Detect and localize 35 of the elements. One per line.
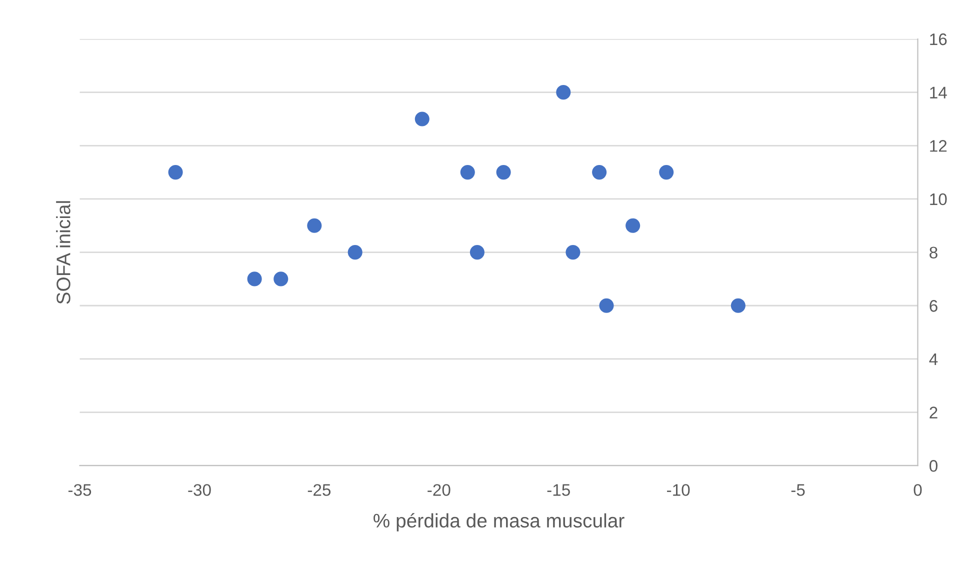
x-axis-title: % pérdida de masa muscular bbox=[374, 513, 624, 532]
point bbox=[460, 165, 475, 180]
y-tick-label: 10 bbox=[930, 193, 947, 206]
y-tick-label: 6 bbox=[930, 300, 938, 312]
x-tick-label: -20 bbox=[428, 484, 450, 496]
point bbox=[556, 85, 571, 100]
point bbox=[168, 165, 183, 180]
y-tick-label: 14 bbox=[930, 86, 947, 98]
x-tick-label: 0 bbox=[914, 484, 922, 496]
point bbox=[414, 112, 430, 126]
point bbox=[307, 218, 322, 233]
y-tick-label: 4 bbox=[929, 354, 938, 365]
y-tick-label: 8 bbox=[930, 246, 938, 258]
point bbox=[274, 272, 288, 286]
x-tick-label: -25 bbox=[308, 484, 331, 496]
x-tick-label: -30 bbox=[188, 484, 211, 496]
x-tick-label: -35 bbox=[68, 484, 92, 496]
x-tick-label: -10 bbox=[667, 484, 690, 496]
point bbox=[659, 165, 674, 180]
y-tick-label: 16 bbox=[930, 33, 947, 46]
point bbox=[496, 165, 511, 180]
x-tick-label: -15 bbox=[547, 484, 570, 496]
point bbox=[247, 272, 262, 286]
point bbox=[599, 298, 614, 313]
y-tick-label: 2 bbox=[930, 406, 938, 418]
y-tick-label: 0 bbox=[930, 460, 938, 472]
point bbox=[626, 218, 640, 233]
y-axis-title: SOFA inicial bbox=[56, 201, 70, 304]
point bbox=[348, 245, 362, 260]
point bbox=[566, 245, 580, 260]
x-tick-label: -5 bbox=[791, 484, 805, 496]
y-tick-label: 12 bbox=[930, 140, 947, 152]
point bbox=[592, 165, 607, 180]
point bbox=[730, 298, 746, 313]
point bbox=[470, 245, 484, 260]
